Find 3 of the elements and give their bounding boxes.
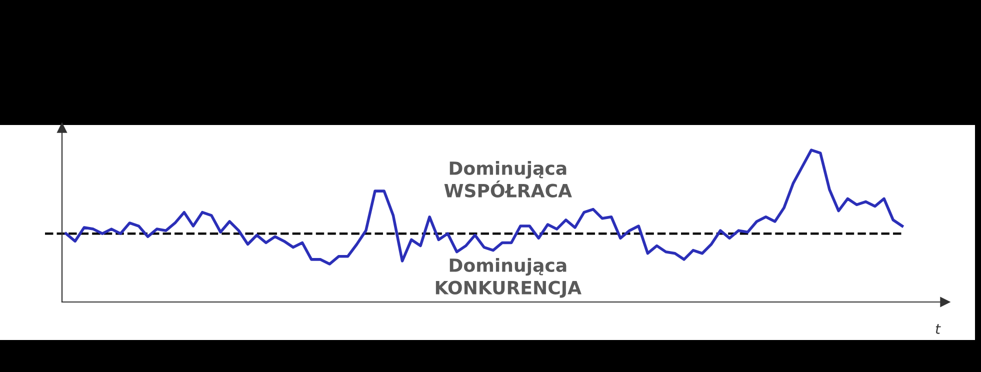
x-axis-title: t <box>936 324 941 334</box>
annotation: Dominująca KONKURENCJA <box>436 258 582 298</box>
annotation: Dominująca WSPÓŁRACA <box>444 161 572 198</box>
